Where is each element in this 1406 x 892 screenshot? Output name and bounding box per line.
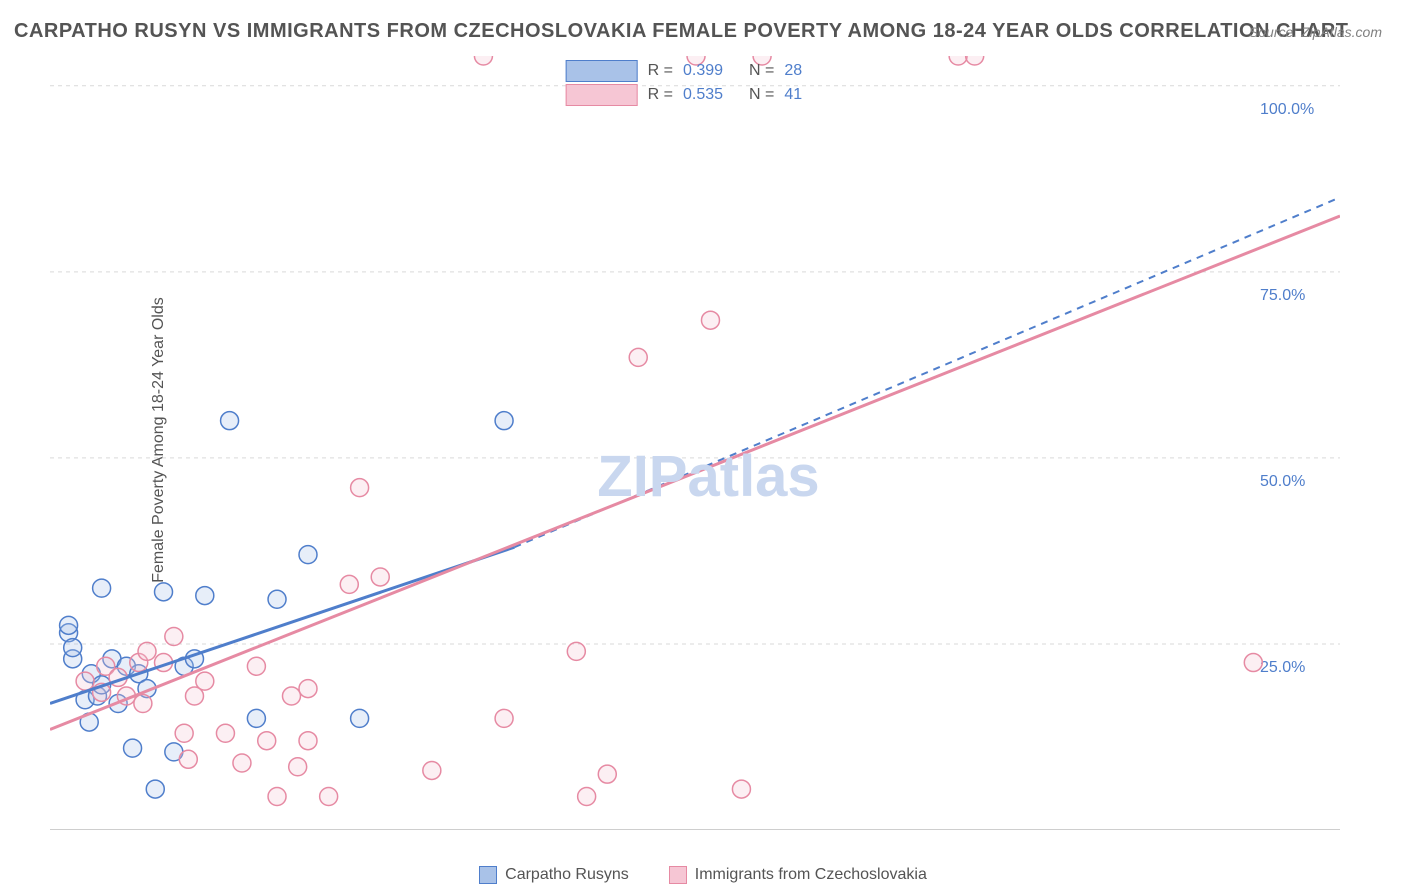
scatter-point-czsk bbox=[179, 750, 197, 768]
legend-stat-label: R = bbox=[648, 62, 673, 80]
legend-series-label: Carpatho Rusyns bbox=[505, 866, 629, 884]
scatter-point-czsk bbox=[351, 479, 369, 497]
y-tick-label: 50.0% bbox=[1260, 473, 1305, 490]
legend-stat-value: 41 bbox=[784, 86, 840, 104]
scatter-point-czsk bbox=[320, 788, 338, 806]
scatter-point-czsk bbox=[732, 780, 750, 798]
legend-stat-value: 0.399 bbox=[683, 62, 739, 80]
scatter-point-czsk bbox=[371, 568, 389, 586]
scatter-point-czsk bbox=[258, 732, 276, 750]
legend-series-label: Immigrants from Czechoslovakia bbox=[695, 866, 927, 884]
scatter-point-czsk bbox=[1244, 654, 1262, 672]
scatter-point-czsk bbox=[138, 642, 156, 660]
scatter-point-czsk bbox=[495, 709, 513, 727]
source-attribution: Source: ZipAtlas.com bbox=[1249, 24, 1382, 40]
legend-stat-value: 28 bbox=[784, 62, 840, 80]
scatter-point-czsk bbox=[282, 687, 300, 705]
scatter-point-czsk bbox=[701, 311, 719, 329]
scatter-point-czsk bbox=[76, 672, 94, 690]
legend-correlation-row: R = 0.399 N = 28 bbox=[566, 60, 841, 82]
scatter-point-carpatho bbox=[124, 739, 142, 757]
legend-series-item: Immigrants from Czechoslovakia bbox=[669, 866, 927, 884]
trend-line-carpatho bbox=[50, 547, 514, 703]
legend-stat-label: N = bbox=[749, 62, 774, 80]
scatter-point-czsk bbox=[233, 754, 251, 772]
y-tick-label: 100.0% bbox=[1260, 101, 1314, 118]
scatter-point-czsk bbox=[134, 694, 152, 712]
legend-stat-value: 0.535 bbox=[683, 86, 739, 104]
legend-series-item: Carpatho Rusyns bbox=[479, 866, 629, 884]
scatter-point-carpatho bbox=[268, 590, 286, 608]
scatter-point-czsk bbox=[567, 642, 585, 660]
scatter-point-czsk bbox=[474, 56, 492, 65]
scatter-point-czsk bbox=[268, 788, 286, 806]
scatter-point-czsk bbox=[598, 765, 616, 783]
scatter-point-carpatho bbox=[196, 587, 214, 605]
scatter-point-carpatho bbox=[155, 583, 173, 601]
y-tick-label: 25.0% bbox=[1260, 659, 1305, 676]
scatter-point-czsk bbox=[629, 348, 647, 366]
legend-swatch bbox=[479, 866, 497, 884]
legend-swatch bbox=[669, 866, 687, 884]
legend-stat-label: R = bbox=[648, 86, 673, 104]
scatter-point-carpatho bbox=[247, 709, 265, 727]
legend-swatch bbox=[566, 60, 638, 82]
legend-correlation-row: R = 0.535 N = 41 bbox=[566, 84, 841, 106]
chart-svg: 25.0%50.0%75.0%100.0%0.0%6.0% bbox=[50, 56, 1340, 830]
legend-stat-label: N = bbox=[749, 86, 774, 104]
trend-line-czsk bbox=[50, 216, 1340, 730]
scatter-point-czsk bbox=[196, 672, 214, 690]
scatter-point-carpatho bbox=[64, 639, 82, 657]
scatter-point-czsk bbox=[966, 56, 984, 65]
scatter-point-czsk bbox=[949, 56, 967, 65]
scatter-point-czsk bbox=[299, 680, 317, 698]
scatter-point-carpatho bbox=[60, 616, 78, 634]
scatter-point-czsk bbox=[165, 628, 183, 646]
scatter-point-carpatho bbox=[146, 780, 164, 798]
scatter-point-czsk bbox=[216, 724, 234, 742]
correlation-legend: R = 0.399 N = 28 R = 0.535 N = 41 bbox=[566, 60, 841, 108]
scatter-point-czsk bbox=[175, 724, 193, 742]
scatter-point-czsk bbox=[340, 575, 358, 593]
series-legend: Carpatho Rusyns Immigrants from Czechoslo… bbox=[0, 866, 1406, 884]
chart-title: CARPATHO RUSYN VS IMMIGRANTS FROM CZECHO… bbox=[14, 20, 1349, 43]
scatter-point-czsk bbox=[423, 761, 441, 779]
legend-swatch bbox=[566, 84, 638, 106]
scatter-point-czsk bbox=[299, 732, 317, 750]
scatter-point-czsk bbox=[247, 657, 265, 675]
scatter-point-carpatho bbox=[351, 709, 369, 727]
scatter-point-carpatho bbox=[221, 412, 239, 430]
scatter-point-carpatho bbox=[93, 579, 111, 597]
scatter-point-czsk bbox=[578, 788, 596, 806]
y-tick-label: 75.0% bbox=[1260, 287, 1305, 304]
plot-area: 25.0%50.0%75.0%100.0%0.0%6.0% bbox=[50, 56, 1340, 830]
scatter-point-carpatho bbox=[299, 546, 317, 564]
scatter-point-czsk bbox=[289, 758, 307, 776]
scatter-point-carpatho bbox=[495, 412, 513, 430]
